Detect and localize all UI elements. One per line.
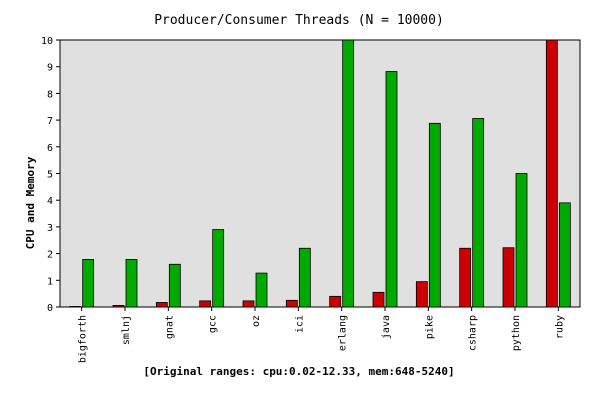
- bar-memory: [342, 39, 355, 308]
- bar-memory: [255, 272, 268, 308]
- bar-cpu: [242, 300, 255, 308]
- bar-memory: [82, 259, 95, 308]
- y-tick-label: 0: [47, 303, 53, 314]
- y-tick-label: 7: [47, 116, 53, 127]
- x-category-label: python: [511, 315, 522, 351]
- bar-memory: [125, 259, 138, 308]
- bar-cpu: [545, 39, 558, 308]
- x-category-label: smlnj: [121, 315, 132, 345]
- bar-cpu: [415, 281, 428, 308]
- y-axis-label: CPU and Memory: [24, 156, 37, 249]
- x-category-label: bigforth: [78, 315, 89, 363]
- y-tick-label: 2: [47, 250, 53, 261]
- bar-memory: [472, 118, 485, 308]
- bars: [69, 39, 571, 308]
- bar-memory: [385, 71, 398, 308]
- bar-memory: [428, 122, 441, 308]
- bar-memory: [168, 263, 181, 308]
- y-tick-label: 9: [47, 63, 53, 74]
- bar-cpu: [372, 291, 385, 308]
- bar-memory: [515, 173, 528, 308]
- bar-cpu: [69, 306, 82, 308]
- bar-memory: [558, 202, 571, 308]
- x-category-label: oz: [251, 315, 262, 327]
- x-category-label: ruby: [554, 315, 565, 339]
- y-axis: 0 1 2 3 4 5 6 7 8 9 10: [41, 36, 60, 314]
- bar-cpu: [155, 302, 168, 308]
- bar-cpu: [502, 247, 515, 308]
- original-ranges-caption: [Original ranges: cpu:0.02-12.33, mem:64…: [143, 365, 454, 378]
- x-category-label: ici: [294, 315, 305, 333]
- x-category-label: java: [381, 315, 392, 339]
- bar-cpu: [329, 295, 342, 308]
- bar-cpu: [459, 247, 472, 308]
- y-tick-label: 1: [47, 276, 53, 287]
- bar-memory: [298, 247, 311, 308]
- chart-title: Producer/Consumer Threads (N = 10000): [154, 13, 444, 28]
- x-category-label: gnat: [164, 315, 175, 339]
- y-tick-label: 8: [47, 89, 53, 100]
- x-axis: bigforth smlnj gnat gcc oz ici erlang java pike c…: [78, 307, 565, 363]
- y-tick-label: 5: [47, 170, 53, 181]
- bar-cpu: [285, 299, 298, 308]
- bar-cpu: [199, 300, 212, 308]
- bar-cpu: [112, 304, 125, 308]
- x-category-label: csharp: [468, 315, 479, 351]
- y-tick-label: 10: [41, 36, 53, 47]
- y-tick-label: 6: [47, 143, 53, 154]
- x-category-label: gcc: [208, 315, 219, 333]
- bar-memory: [212, 229, 225, 308]
- plot-area: [59, 39, 581, 308]
- x-category-label: erlang: [338, 315, 349, 351]
- x-category-label: pike: [424, 315, 435, 339]
- y-tick-label: 3: [47, 223, 53, 234]
- y-tick-label: 4: [47, 196, 53, 207]
